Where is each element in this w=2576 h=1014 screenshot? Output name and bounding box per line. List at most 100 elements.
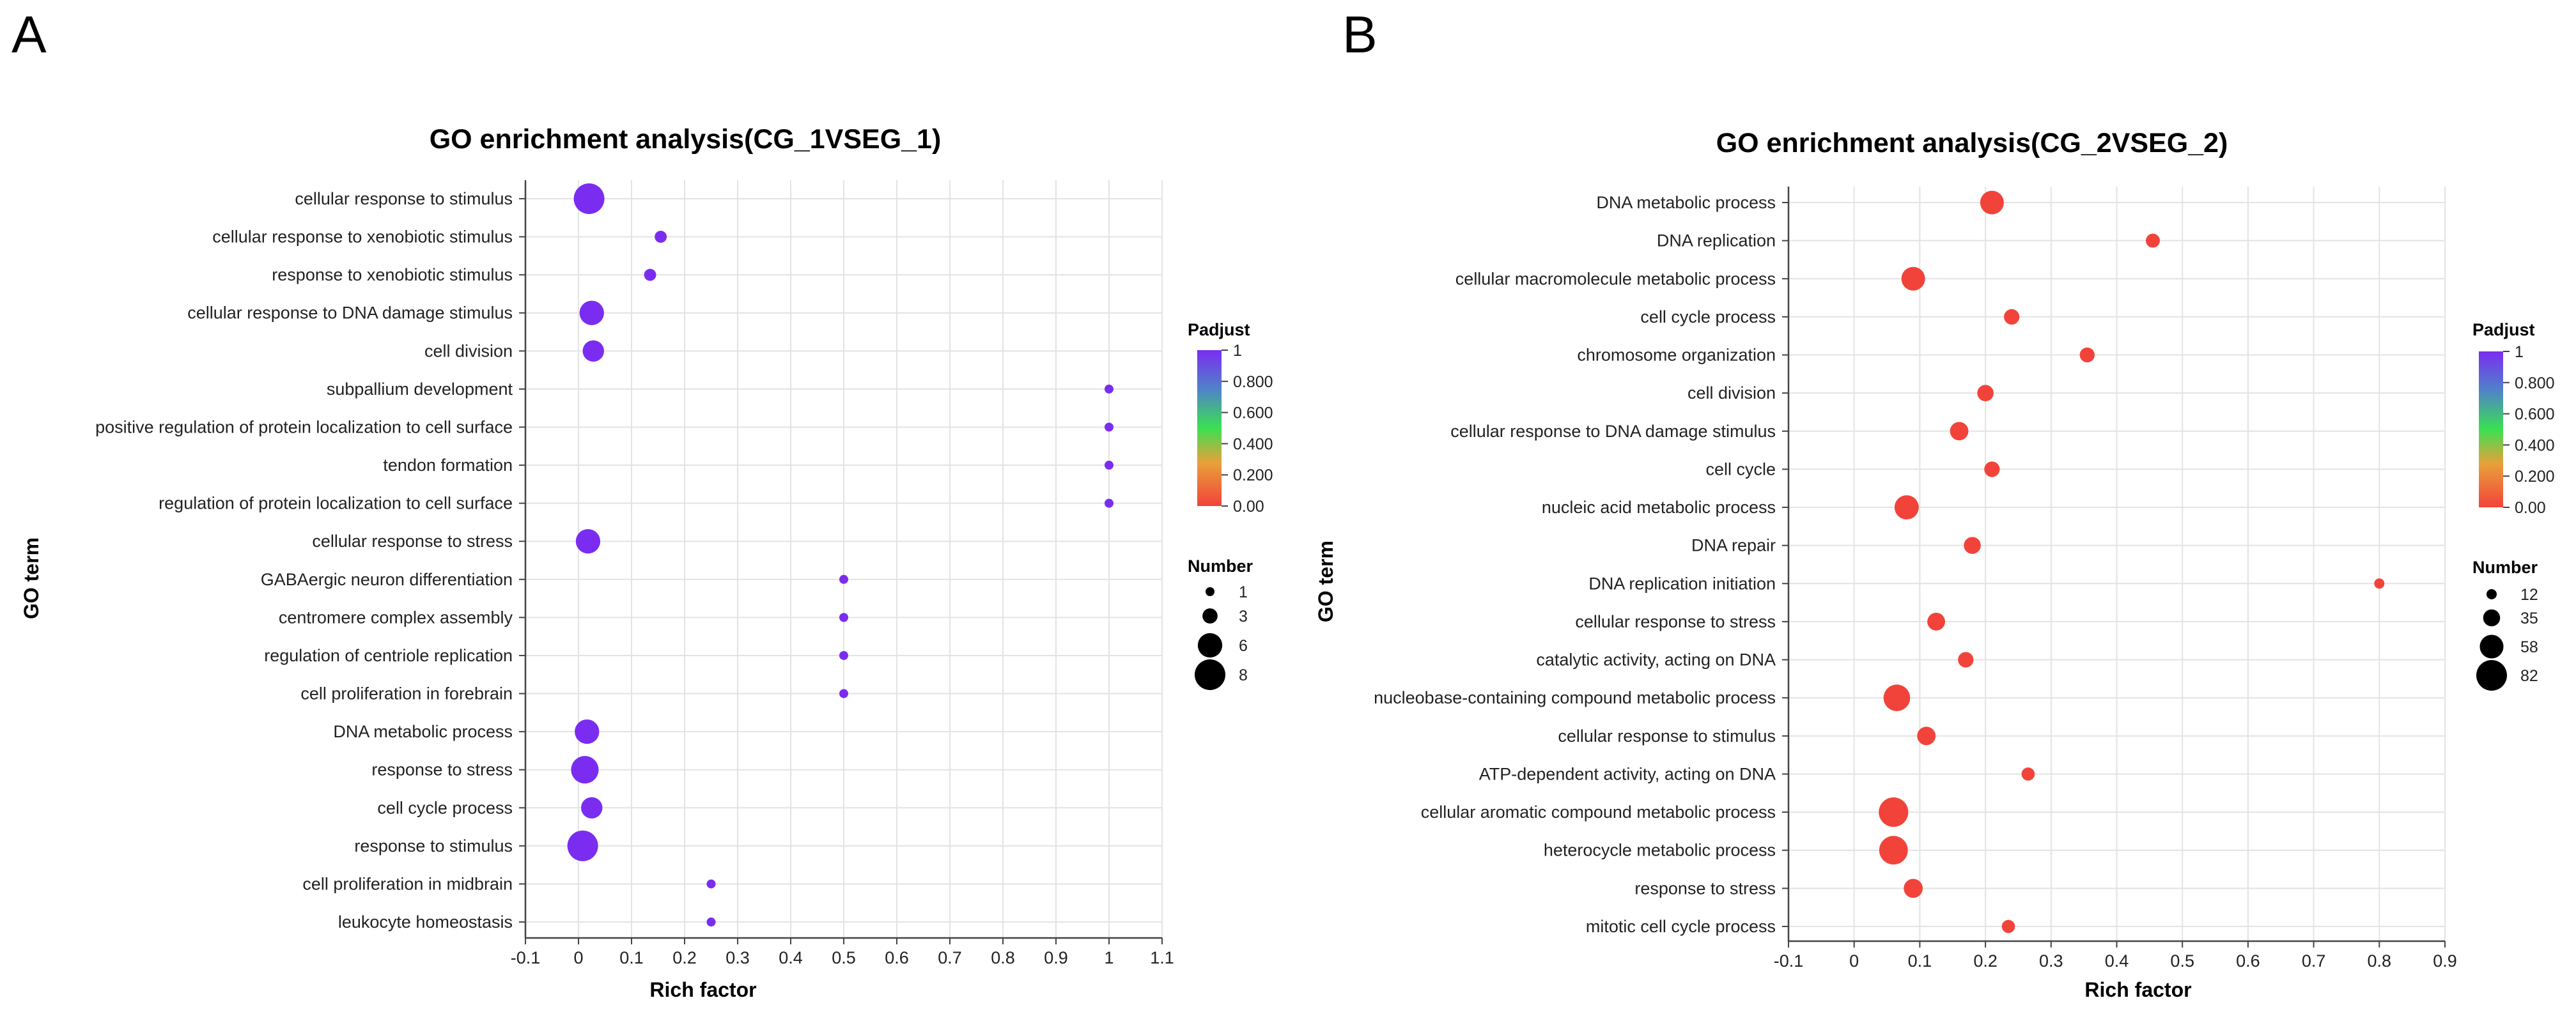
color-legend-b: Padjust 1 0.800 0.600 0.400 0.200 0.00 <box>2472 320 2555 517</box>
x-tick-label: 0.1 <box>619 948 644 967</box>
data-point <box>655 231 667 243</box>
go-term-label: regulation of centriole replication <box>264 646 513 665</box>
go-term-label: ATP-dependent activity, acting on DNA <box>1479 764 1776 783</box>
x-tick-label: 0.4 <box>779 948 803 967</box>
go-term-label: cellular response to xenobiotic stimulus <box>212 227 513 247</box>
go-term-label: leukocyte homeostasis <box>338 912 513 932</box>
data-point <box>706 879 716 889</box>
go-term-label: catalytic activity, acting on DNA <box>1536 650 1776 670</box>
colorbar-tick-label: 1 <box>2515 343 2524 361</box>
panel-a: A GO enrichment analysis(CG_1VSEG_1) -0.… <box>12 6 1273 1001</box>
data-point <box>582 340 604 362</box>
size-legend-b: Number 12 35 58 82 <box>2472 558 2538 691</box>
size-legend-items-b: 12 35 58 82 <box>2476 586 2538 691</box>
x-axis-title-a: Rich factor <box>649 978 756 1001</box>
x-tick-label: 0 <box>1849 951 1859 971</box>
size-legend-dot <box>1197 633 1223 658</box>
data-point <box>1901 266 1925 291</box>
data-point <box>1879 797 1909 827</box>
plot-area-a: -0.1 0 0.1 0.2 0.3 0.4 0.5 0.6 0.7 0.8 0.9 1 1.1 cell… <box>95 180 1174 967</box>
data-point <box>573 183 605 214</box>
color-legend-title-b: Padjust <box>2472 320 2535 339</box>
size-legend-items-a: 1 3 6 8 <box>1195 583 1248 690</box>
chart-title-a: GO enrichment analysis(CG_1VSEG_1) <box>430 124 942 155</box>
colorbar-tick-label: 0.800 <box>2515 374 2555 392</box>
size-legend-dot <box>2487 589 2497 599</box>
go-term-label: nucleic acid metabolic process <box>1542 498 1776 517</box>
go-term-label: GABAergic neuron differentiation <box>261 570 513 589</box>
size-legend-dot <box>1195 659 1225 690</box>
x-tick-label: -0.1 <box>1774 951 1804 971</box>
data-point <box>1894 495 1919 520</box>
y-axis-title-a: GO term <box>20 537 43 619</box>
x-tick-label: 0.7 <box>2302 951 2326 971</box>
data-point <box>1879 836 1908 865</box>
go-term-label: cellular aromatic compound metabolic pro… <box>1421 803 1776 822</box>
x-tick-label: 0.5 <box>832 948 856 967</box>
go-term-label: cell cycle <box>1705 459 1776 479</box>
plot-area-b: -0.1 0 0.1 0.2 0.3 0.4 0.5 0.6 0.7 0.8 0.9 DNA meta… <box>1374 187 2457 971</box>
size-legend-label: 8 <box>1239 666 1248 684</box>
size-legend-dot <box>2476 660 2507 691</box>
go-term-label: DNA replication <box>1657 231 1776 250</box>
x-tick-label: 0 <box>573 948 583 967</box>
colorbar-tick-label: 0.600 <box>1233 404 1273 422</box>
x-tick-label: 0.7 <box>938 948 962 967</box>
data-point <box>1917 726 1936 746</box>
go-term-label: cell cycle process <box>377 798 513 817</box>
go-term-label: cell cycle process <box>1640 307 1776 326</box>
data-point <box>2146 233 2160 248</box>
data-point <box>2374 578 2385 589</box>
size-legend-a: Number 1 3 6 8 <box>1188 557 1253 690</box>
x-tick-label: 0.5 <box>2170 951 2194 971</box>
go-term-label: DNA metabolic process <box>1596 193 1776 212</box>
data-point <box>1958 652 1974 668</box>
go-term-label: response to stress <box>371 760 513 780</box>
data-point <box>706 918 716 927</box>
go-term-label: regulation of protein localization to ce… <box>159 494 513 513</box>
data-point <box>571 756 599 784</box>
data-point <box>644 268 656 281</box>
size-legend-label: 35 <box>2520 610 2538 627</box>
data-point <box>1105 461 1113 470</box>
size-legend-label: 82 <box>2520 667 2538 685</box>
data-point <box>579 300 604 325</box>
x-tick-label: 0.8 <box>991 948 1015 967</box>
data-point <box>1904 879 1923 898</box>
data-point <box>1977 385 1994 401</box>
go-term-label: cell proliferation in midbrain <box>302 874 513 893</box>
data-point <box>839 574 848 584</box>
go-term-label: cellular response to DNA damage stimulus <box>187 303 513 323</box>
y-axis-title-b: GO term <box>1314 541 1337 622</box>
panel-letter-b: B <box>1342 6 1377 64</box>
x-axis-title-b: Rich factor <box>2084 978 2191 1001</box>
data-point <box>575 529 601 554</box>
x-tick-label: 0.9 <box>2433 951 2457 971</box>
go-term-label: cell proliferation in forebrain <box>300 684 513 703</box>
colorbar-ticks-b: 1 0.800 0.600 0.400 0.200 0.00 <box>2503 343 2555 517</box>
data-point <box>2079 347 2095 363</box>
panel-b: B GO enrichment analysis(CG_2VSEG_2) -0.… <box>1314 6 2555 1001</box>
size-legend-label: 12 <box>2520 586 2538 604</box>
data-point <box>839 689 848 698</box>
colorbar-tick-label: 0.400 <box>1233 435 1273 453</box>
data-point <box>839 613 848 622</box>
go-term-label: cellular response to DNA damage stimulus <box>1450 422 1776 441</box>
x-tick-label: 1 <box>1104 948 1113 967</box>
colorbar-tick-label: 0.400 <box>2515 436 2555 454</box>
data-point <box>1984 461 2000 477</box>
data-point <box>1950 422 1969 441</box>
go-term-label: cellular macromolecule metabolic process <box>1455 269 1776 288</box>
size-legend-dot <box>1202 608 1218 624</box>
chart-title-b: GO enrichment analysis(CG_2VSEG_2) <box>1716 128 2228 158</box>
colorbar-tick-label: 0.00 <box>1233 498 1264 516</box>
x-tick-label: -0.1 <box>511 948 541 967</box>
go-term-label: positive regulation of protein localizat… <box>95 417 513 436</box>
colorbar-a <box>1197 350 1222 506</box>
x-tick-label: 0.9 <box>1044 948 1068 967</box>
colorbar-tick-label: 0.00 <box>2515 499 2546 517</box>
go-term-label: mitotic cell cycle process <box>1586 917 1776 936</box>
data-point <box>1883 684 1911 711</box>
size-legend-dot <box>2483 609 2501 627</box>
go-term-label: response to xenobiotic stimulus <box>272 265 513 284</box>
